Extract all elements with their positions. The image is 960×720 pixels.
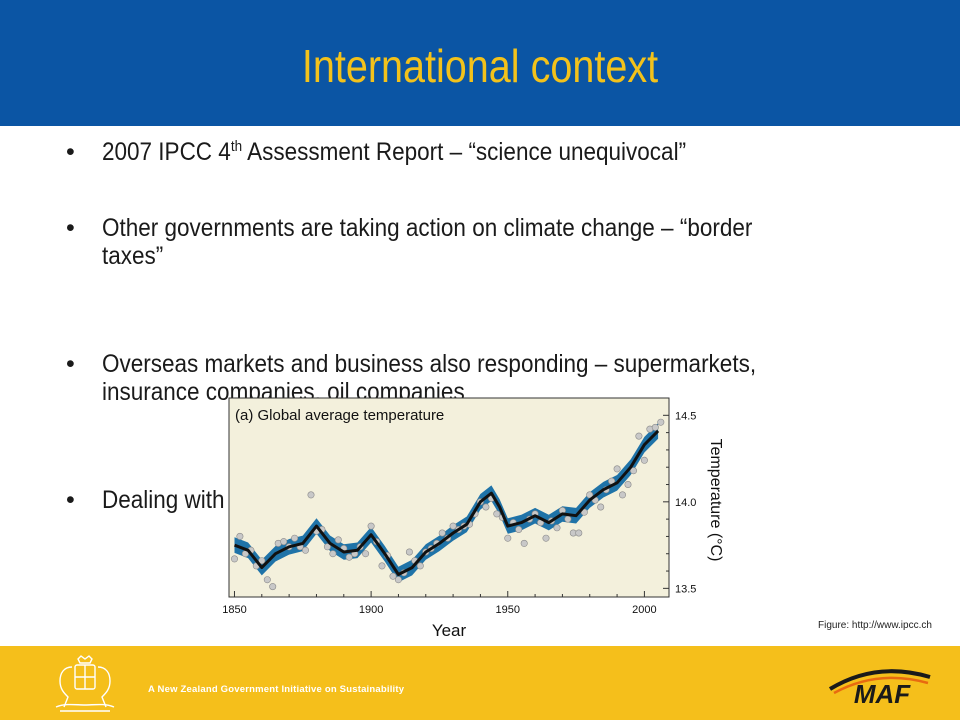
data-point — [613, 465, 621, 473]
data-point — [449, 522, 457, 530]
data-point — [586, 491, 594, 499]
bullet-list: • 2007 IPCC 4th Assessment Report – “sci… — [62, 138, 922, 514]
data-point — [438, 529, 446, 537]
data-point — [504, 534, 512, 542]
superscript: th — [230, 138, 243, 155]
bullet-text: 2007 IPCC 4th Assessment Report – “scien… — [102, 138, 687, 166]
nz-coat-of-arms-icon — [55, 655, 115, 712]
data-point — [263, 576, 271, 584]
footer-bar — [0, 646, 960, 720]
data-point — [575, 529, 583, 537]
x-axis: 1850 1900 1950 2000 — [222, 591, 657, 616]
x-tick-label: 1900 — [359, 604, 383, 616]
data-point — [520, 539, 528, 547]
data-point — [362, 550, 370, 558]
y-tick-label: 14.5 — [675, 410, 696, 422]
data-point — [542, 534, 550, 542]
x-axis-title: Year — [432, 621, 467, 640]
data-point — [345, 553, 353, 561]
title-bar: International context — [0, 0, 960, 126]
y-tick-label: 13.5 — [675, 583, 696, 595]
bullet-glyph: • — [66, 214, 75, 242]
data-point — [640, 456, 648, 464]
data-point — [624, 481, 632, 489]
maf-logo: MAF — [828, 669, 931, 709]
data-point — [334, 536, 342, 544]
data-point — [416, 562, 424, 570]
smoothed-line — [233, 429, 660, 576]
logo-swoosh-accent — [833, 676, 929, 695]
data-point — [389, 572, 397, 580]
data-point — [553, 524, 561, 532]
x-tick-label: 2000 — [632, 604, 656, 616]
x-tick-label: 1950 — [496, 604, 520, 616]
data-point — [280, 538, 288, 546]
panel-label: (a) Global average temperature — [235, 407, 444, 424]
data-point — [378, 562, 386, 570]
data-point — [291, 534, 299, 542]
logo-text: MAF — [854, 679, 911, 709]
y-axis-title: Temperature (°C) — [707, 439, 724, 562]
figure-credit: Figure: http://www.ipcc.ch — [818, 620, 932, 631]
bullet-glyph: • — [66, 138, 75, 166]
data-point — [635, 432, 643, 440]
data-point — [597, 503, 605, 511]
logo-swoosh — [828, 669, 931, 691]
data-point — [651, 423, 659, 431]
bullet-glyph: • — [66, 486, 75, 514]
x-tick-label: 1850 — [222, 604, 246, 616]
data-point — [258, 557, 266, 565]
data-point — [482, 503, 490, 511]
data-point — [323, 543, 331, 551]
data-point — [405, 548, 413, 556]
data-point — [515, 526, 523, 534]
data-point — [394, 576, 402, 584]
data-point — [302, 546, 310, 554]
data-point — [307, 491, 315, 499]
bullet-glyph: • — [66, 350, 75, 378]
data-point — [657, 418, 665, 426]
data-point — [329, 550, 337, 558]
bullet-item: • 2007 IPCC 4th Assessment Report – “sci… — [62, 138, 922, 166]
data-point — [236, 532, 244, 540]
footer-tagline: A New Zealand Government Initiative on S… — [148, 684, 405, 695]
bullet-item: • Other governments are taking action on… — [62, 214, 922, 270]
y-axis: 13.5 14.0 14.5 — [663, 410, 696, 595]
data-point — [230, 555, 238, 563]
data-point — [493, 510, 501, 518]
slide-title: International context — [301, 40, 659, 92]
data-point — [564, 515, 572, 523]
temperature-chart: (a) Global average temperature 1850 1900 1… — [222, 397, 724, 640]
bullet-text: Other governments are taking action on c… — [102, 214, 753, 270]
data-point — [367, 522, 375, 530]
y-tick-label: 14.0 — [675, 497, 696, 509]
data-point — [629, 467, 637, 475]
data-point — [618, 491, 626, 499]
smoothed-series — [233, 429, 660, 576]
data-point — [269, 583, 277, 591]
